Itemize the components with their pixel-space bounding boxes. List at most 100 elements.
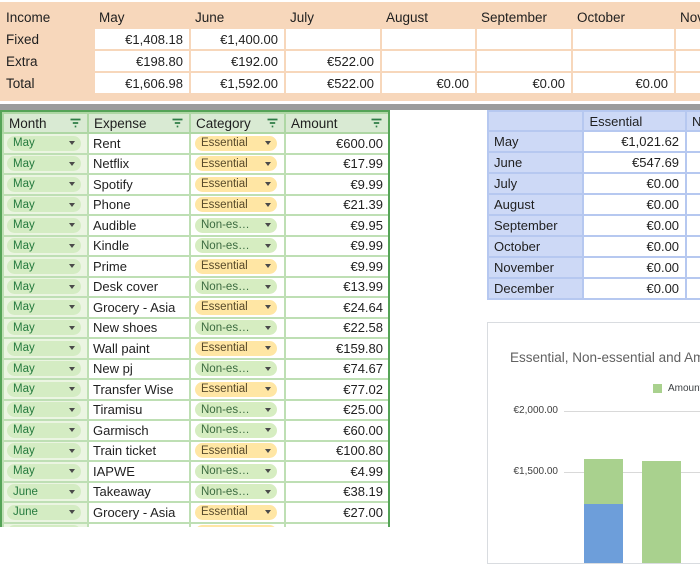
income-value-cell[interactable] <box>573 51 674 71</box>
income-row-label[interactable]: Fixed <box>2 29 93 49</box>
income-value-cell[interactable]: €1,592.00 <box>191 73 284 93</box>
month-dropdown[interactable]: May <box>7 259 81 274</box>
category-cell[interactable]: Non-essential <box>190 236 285 257</box>
month-dropdown[interactable]: May <box>7 177 81 192</box>
category-dropdown[interactable]: Non-essential <box>195 464 277 479</box>
expense-name-cell[interactable]: Transfer Wise <box>88 379 190 400</box>
income-value-cell[interactable]: €522.00 <box>286 73 380 93</box>
summary-month-label[interactable]: June <box>488 152 583 173</box>
expense-name-cell[interactable]: Rent <box>88 133 190 154</box>
category-dropdown[interactable]: Essential <box>195 341 277 356</box>
summary-month-label[interactable]: May <box>488 131 583 152</box>
category-dropdown[interactable]: Non-essential <box>195 402 277 417</box>
income-month-header-cell[interactable]: August <box>382 7 475 27</box>
expense-column-header[interactable]: Category <box>190 113 285 133</box>
summary-non-essential-value[interactable] <box>686 152 700 173</box>
income-month-header-cell[interactable]: July <box>286 7 380 27</box>
month-dropdown[interactable]: May <box>7 197 81 212</box>
category-cell[interactable]: Essential <box>190 174 285 195</box>
amount-cell[interactable]: €27.00 <box>285 502 389 523</box>
summary-essential-value[interactable]: €0.00 <box>583 194 686 215</box>
income-title-cell[interactable]: Income <box>2 7 93 27</box>
month-dropdown[interactable]: May <box>7 320 81 335</box>
expense-name-cell[interactable]: Grocery - Asia <box>88 502 190 523</box>
month-dropdown[interactable]: May <box>7 464 81 479</box>
expense-name-cell[interactable]: New pj <box>88 359 190 380</box>
amount-cell[interactable]: €159.80 <box>285 338 389 359</box>
month-dropdown[interactable]: June <box>7 525 81 527</box>
category-dropdown[interactable]: Essential <box>195 197 277 212</box>
category-dropdown[interactable]: Essential <box>195 177 277 192</box>
month-dropdown[interactable]: May <box>7 279 81 294</box>
income-value-cell[interactable] <box>382 29 475 49</box>
month-cell[interactable]: May <box>3 400 88 421</box>
category-dropdown[interactable]: Essential <box>195 382 277 397</box>
expense-name-cell[interactable]: Wall paint <box>88 338 190 359</box>
summary-non-essential-value[interactable] <box>686 131 700 152</box>
summary-month-label[interactable]: August <box>488 194 583 215</box>
summary-non-essential-value[interactable] <box>686 173 700 194</box>
income-value-cell[interactable]: €0.00 <box>382 73 475 93</box>
month-cell[interactable]: May <box>3 133 88 154</box>
income-value-cell[interactable]: €192.00 <box>191 51 284 71</box>
expense-name-cell[interactable]: Garmisch <box>88 420 190 441</box>
expense-name-cell[interactable]: IAPWE <box>88 461 190 482</box>
category-dropdown[interactable]: Essential <box>195 259 277 274</box>
expense-column-header[interactable]: Month <box>3 113 88 133</box>
category-cell[interactable]: Essential <box>190 297 285 318</box>
category-cell[interactable]: Essential <box>190 195 285 216</box>
income-value-cell[interactable]: €1,606.98 <box>95 73 189 93</box>
expense-name-cell[interactable]: Train ticket <box>88 441 190 462</box>
category-dropdown[interactable] <box>195 525 277 527</box>
month-dropdown[interactable]: June <box>7 505 81 520</box>
month-dropdown[interactable]: May <box>7 218 81 233</box>
summary-essential-value[interactable]: €0.00 <box>583 173 686 194</box>
amount-cell[interactable]: €9.99 <box>285 256 389 277</box>
summary-month-label[interactable]: September <box>488 215 583 236</box>
income-value-cell[interactable]: €0.00 <box>573 73 674 93</box>
month-dropdown[interactable]: May <box>7 443 81 458</box>
amount-cell[interactable]: €25.00 <box>285 400 389 421</box>
expense-column-header[interactable]: Amount <box>285 113 389 133</box>
income-value-cell[interactable]: €0.00 <box>477 73 571 93</box>
amount-cell[interactable]: €9.99 <box>285 174 389 195</box>
category-cell[interactable]: Non-essential <box>190 359 285 380</box>
category-cell[interactable]: Essential <box>190 502 285 523</box>
month-dropdown[interactable]: May <box>7 300 81 315</box>
month-cell[interactable]: May <box>3 154 88 175</box>
summary-non-essential-value[interactable] <box>686 215 700 236</box>
category-dropdown[interactable]: Non-essential <box>195 423 277 438</box>
category-cell[interactable]: Non-essential <box>190 461 285 482</box>
category-dropdown[interactable]: Non-essential <box>195 279 277 294</box>
filter-icon[interactable] <box>69 116 82 131</box>
income-month-header-cell[interactable]: November <box>676 7 700 27</box>
month-cell[interactable]: May <box>3 297 88 318</box>
month-cell[interactable]: May <box>3 277 88 298</box>
filter-icon[interactable] <box>171 116 184 131</box>
chart-card[interactable]: Essential, Non-essential and Amount left… <box>487 322 700 564</box>
amount-cell[interactable]: €77.02 <box>285 379 389 400</box>
category-cell[interactable]: Essential <box>190 133 285 154</box>
month-dropdown[interactable]: May <box>7 361 81 376</box>
month-cell[interactable]: May <box>3 236 88 257</box>
income-value-cell[interactable] <box>382 51 475 71</box>
amount-cell[interactable]: €100.80 <box>285 441 389 462</box>
category-cell[interactable]: Essential <box>190 441 285 462</box>
summary-non-essential-value[interactable] <box>686 194 700 215</box>
income-value-cell[interactable] <box>676 29 700 49</box>
category-dropdown[interactable]: Essential <box>195 505 277 520</box>
filter-icon[interactable] <box>370 116 383 131</box>
expense-name-cell[interactable]: Grocery - Asia <box>88 297 190 318</box>
income-row-label[interactable]: Extra <box>2 51 93 71</box>
amount-cell[interactable]: €4.99 <box>285 461 389 482</box>
month-cell[interactable]: May <box>3 215 88 236</box>
income-value-cell[interactable]: €1,408.18 <box>95 29 189 49</box>
category-cell[interactable]: Essential <box>190 379 285 400</box>
month-dropdown[interactable]: June <box>7 484 81 499</box>
category-cell[interactable]: Non-essential <box>190 215 285 236</box>
summary-essential-value[interactable]: €0.00 <box>583 257 686 278</box>
expense-name-cell[interactable]: Kindle <box>88 236 190 257</box>
category-dropdown[interactable]: Essential <box>195 300 277 315</box>
amount-cell[interactable]: €9.95 <box>285 215 389 236</box>
summary-month-label[interactable]: July <box>488 173 583 194</box>
